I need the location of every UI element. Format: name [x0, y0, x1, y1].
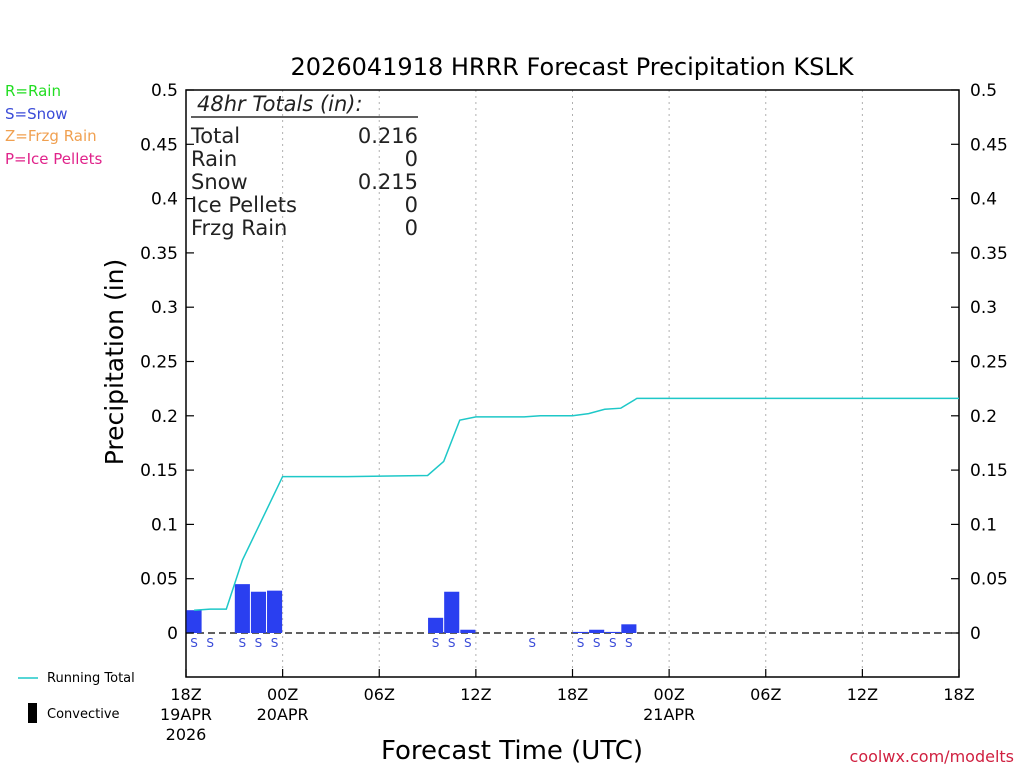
- x-tick-label: 06Z: [364, 685, 395, 704]
- x-tick-label: 18Z: [557, 685, 588, 704]
- credit-link[interactable]: coolwx.com/modelts: [850, 747, 1014, 766]
- x-tick-label: 12Z: [460, 685, 491, 704]
- grid-lines: [282, 90, 863, 677]
- totals-row-value: 0: [405, 147, 418, 171]
- legend-rain: R=Rain: [5, 82, 61, 100]
- legend-frzg-rain: Z=Frzg Rain: [5, 127, 97, 145]
- precip-type-marker: S: [239, 636, 247, 650]
- totals-row-label: Rain: [191, 147, 237, 171]
- precip-type-marker: S: [593, 636, 601, 650]
- y-axis-label: Precipitation (in): [100, 259, 129, 466]
- y-axis-left: 0.5 0.45 0.4 0.35 0.3 0.25 0.2 0.15 0.1 0.05 0: [140, 81, 194, 644]
- y-tick-label-left: 0.45: [140, 135, 178, 155]
- totals-rows: Total 0.216 Rain 0 Snow 0.215 Ice Pellets 0 Frzg…: [190, 124, 418, 240]
- precip-bar: [444, 591, 460, 633]
- x-tick-label: 2026: [166, 725, 207, 744]
- precip-type-marker: S: [609, 636, 617, 650]
- y-tick-label-right: 0.45: [970, 135, 1008, 155]
- precip-bar: [234, 584, 250, 633]
- y-tick-label-left: 0.5: [151, 81, 178, 101]
- x-tick-label: 21APR: [643, 705, 695, 724]
- precip-type-marker: S: [625, 636, 633, 650]
- totals-row-value: 0.215: [358, 170, 418, 194]
- precip-bar: [573, 631, 589, 633]
- y-tick-label-left: 0.35: [140, 244, 178, 264]
- y-tick-label-right: 0.15: [970, 461, 1008, 481]
- x-tick-label: 00Z: [653, 685, 684, 704]
- precip-bar: [589, 629, 605, 633]
- convective-legend-swatch: [28, 703, 37, 723]
- totals-row-value: 0: [405, 216, 418, 240]
- x-tick-label: 00Z: [267, 685, 298, 704]
- y-tick-label-right: 0.35: [970, 244, 1008, 264]
- hourly-precip-bars: [186, 584, 637, 633]
- y-tick-label-left: 0.2: [151, 407, 178, 427]
- precip-bar: [186, 610, 202, 633]
- totals-row-label: Ice Pellets: [191, 193, 297, 217]
- precip-type-marker: S: [190, 636, 198, 650]
- totals-row-label: Total: [190, 124, 240, 148]
- totals-box: 48hr Totals (in): Total 0.216 Rain 0 Snow 0.2…: [190, 92, 418, 240]
- precip-bar: [460, 629, 476, 633]
- x-tick-label: 18Z: [170, 685, 201, 704]
- precip-type-marker: S: [206, 636, 214, 650]
- totals-heading: 48hr Totals (in):: [197, 92, 363, 116]
- totals-row-label: Frzg Rain: [191, 216, 287, 240]
- precip-type-marker: S: [255, 636, 263, 650]
- precip-type-marker: S: [432, 636, 440, 650]
- precip-bar: [267, 590, 283, 633]
- precip-bar: [605, 631, 621, 633]
- precip-type-marker: S: [448, 636, 456, 650]
- precip-type-marker: S: [577, 636, 585, 650]
- precip-bar: [621, 624, 637, 633]
- y-tick-label-right: 0: [970, 624, 981, 644]
- x-axis-label: Forecast Time (UTC): [381, 736, 643, 766]
- x-tick-label: 19APR: [160, 705, 212, 724]
- y-tick-label-right: 0.3: [970, 298, 997, 318]
- precip-type-marker: S: [464, 636, 472, 650]
- y-tick-label-right: 0.5: [970, 81, 997, 101]
- x-tick-label: 06Z: [750, 685, 781, 704]
- y-tick-label-right: 0.2: [970, 407, 997, 427]
- y-tick-label-left: 0: [167, 624, 178, 644]
- totals-row-value: 0.216: [358, 124, 418, 148]
- y-tick-label-right: 0.1: [970, 515, 997, 535]
- precip-bar: [250, 591, 267, 633]
- legend-ice-pellets: P=Ice Pellets: [5, 150, 102, 168]
- chart-title: 2026041918 HRRR Forecast Precipitation K…: [291, 53, 855, 81]
- x-tick-label: 18Z: [943, 685, 974, 704]
- legend-snow: S=Snow: [5, 105, 68, 123]
- y-tick-label-right: 0.4: [970, 190, 997, 210]
- y-tick-label-left: 0.4: [151, 190, 178, 210]
- running-total-series: [194, 397, 959, 611]
- precip-bar: [428, 617, 444, 633]
- y-tick-label-left: 0.25: [140, 353, 178, 373]
- x-tick-label: 20APR: [257, 705, 309, 724]
- x-tick-label: 12Z: [847, 685, 878, 704]
- y-tick-label-left: 0.1: [151, 515, 178, 535]
- y-axis-right: 0.5 0.45 0.4 0.35 0.3 0.25 0.2 0.15 0.1 0.05 0: [951, 81, 1008, 644]
- y-tick-label-left: 0.15: [140, 461, 178, 481]
- legend-convective: Convective: [47, 707, 120, 722]
- legend-running-total: Running Total: [47, 671, 135, 686]
- y-tick-label-left: 0.05: [140, 570, 178, 590]
- y-tick-label-right: 0.05: [970, 570, 1008, 590]
- running-total-line: [194, 397, 959, 611]
- totals-row-value: 0: [405, 193, 418, 217]
- precip-type-marker: S: [528, 636, 536, 650]
- precip-type-marker: S: [271, 636, 279, 650]
- y-tick-label-left: 0.3: [151, 298, 178, 318]
- y-tick-label-right: 0.25: [970, 353, 1008, 373]
- totals-row-label: Snow: [191, 170, 248, 194]
